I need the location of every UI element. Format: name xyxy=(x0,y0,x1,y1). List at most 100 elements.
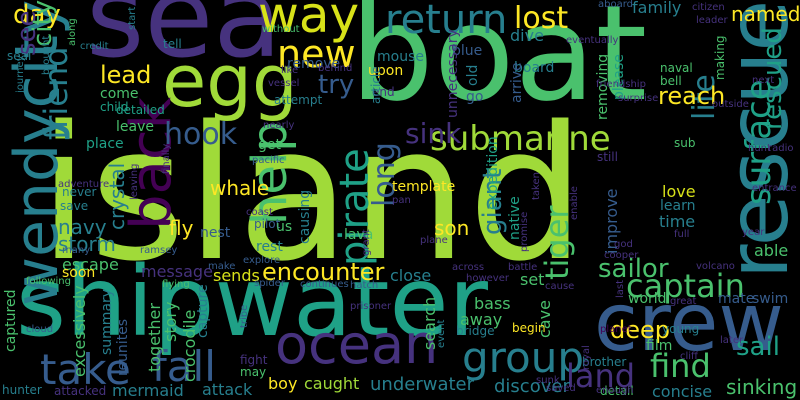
cloud-word: love xyxy=(662,182,696,201)
cloud-word: bass xyxy=(474,294,511,313)
cloud-word: away xyxy=(460,310,503,329)
cloud-word: make xyxy=(208,261,236,272)
cloud-word: adventure xyxy=(58,179,110,190)
cloud-word: upon xyxy=(368,63,404,79)
cloud-word: able xyxy=(754,241,789,260)
cloud-word: old xyxy=(465,64,481,86)
cloud-word: naval xyxy=(660,61,693,75)
cloud-word: year xyxy=(742,227,765,238)
cloud-word: nest xyxy=(200,225,231,241)
cloud-word: remove xyxy=(287,56,341,72)
cloud-word: along xyxy=(67,18,78,46)
cloud-word: royal xyxy=(581,345,592,370)
cloud-word: like xyxy=(281,65,299,76)
cloud-word: template xyxy=(392,179,456,195)
cloud-word: volcano xyxy=(696,261,735,272)
cloud-word: bridge xyxy=(456,324,495,338)
cloud-word: reach xyxy=(658,82,726,110)
cloud-word: many xyxy=(62,245,91,256)
cloud-word: child xyxy=(100,100,129,114)
cloud-word: lead xyxy=(100,61,152,89)
cloud-word: story xyxy=(161,301,180,342)
cloud-word: mermaid xyxy=(112,381,184,400)
cloud-word: hunt xyxy=(748,143,771,154)
cloud-word: later xyxy=(720,335,744,346)
cloud-word: brother xyxy=(582,355,627,369)
cloud-word: radio xyxy=(768,143,794,154)
cloud-word: place xyxy=(86,136,124,152)
cloud-word: behind xyxy=(318,63,353,74)
cloud-word: start xyxy=(127,6,138,30)
cloud-word: aboard xyxy=(598,0,634,10)
cloud-word: son xyxy=(434,216,470,240)
cloud-word: island xyxy=(38,86,586,302)
cloud-word: citizen xyxy=(692,2,725,13)
cloud-word: attacked xyxy=(54,384,107,398)
cloud-word: pilot xyxy=(254,217,281,231)
cloud-word: set xyxy=(520,270,545,289)
cloud-word: finally xyxy=(161,143,172,174)
cloud-word: arrive xyxy=(509,62,525,103)
cloud-word: reunites xyxy=(115,318,131,376)
cloud-word: full xyxy=(674,229,690,240)
cloud-word: sail xyxy=(736,332,780,362)
cloud-word: eventually xyxy=(566,35,619,46)
cloud-word: article xyxy=(369,66,383,104)
cloud-word: sub xyxy=(674,136,696,150)
cloud-word: across xyxy=(452,262,485,273)
cloud-word: bell xyxy=(660,74,682,88)
cloud-word: encounter xyxy=(262,258,385,286)
cloud-word: making xyxy=(713,35,727,80)
cloud-word: taken xyxy=(531,172,542,200)
cloud-word: sunk xyxy=(536,375,560,386)
cloud-word: leave xyxy=(116,119,154,135)
cloud-word: journey xyxy=(15,55,26,93)
cloud-word: next xyxy=(752,75,775,86)
cloud-word: crystal xyxy=(105,162,129,230)
cloud-word: still xyxy=(597,150,618,164)
cloud-word: storm xyxy=(58,232,116,256)
cloud-word: message xyxy=(141,262,213,281)
cloud-word: expedition xyxy=(485,136,501,210)
cloud-word: god xyxy=(614,239,633,250)
cloud-word: grant xyxy=(361,229,372,256)
cloud-word: time xyxy=(659,212,696,231)
cloud-word: cloud xyxy=(26,324,54,335)
cloud-word: concise xyxy=(652,382,713,400)
cloud-word: coast xyxy=(246,207,273,218)
cloud-word: credit xyxy=(80,41,109,52)
cloud-word: promise xyxy=(519,211,530,252)
cloud-word: group xyxy=(462,333,584,382)
cloud-word: mate xyxy=(718,291,755,307)
cloud-word: event xyxy=(436,319,447,348)
cloud-word: nearly xyxy=(263,120,295,131)
cloud-word: never xyxy=(62,185,97,199)
cloud-word: fall xyxy=(152,342,216,391)
cloud-word: sailor xyxy=(598,254,669,284)
cloud-word: hook xyxy=(164,117,238,152)
cloud-word: prisoner xyxy=(350,301,392,312)
cloud-word: captain xyxy=(626,267,745,305)
cloud-word: tribe xyxy=(239,304,250,328)
cloud-word: pan xyxy=(392,195,411,206)
cloud-word: begin xyxy=(512,321,546,335)
cloud-word: however xyxy=(466,273,509,284)
cloud-word: summary xyxy=(99,288,115,355)
cloud-word: explore xyxy=(243,255,281,266)
cloud-word: fight xyxy=(240,353,268,367)
cloud-word: detailed xyxy=(116,103,165,117)
cloud-word: sea xyxy=(86,0,282,83)
cloud-word: day xyxy=(13,0,61,30)
cloud-word: seal xyxy=(7,49,32,63)
cloud-word: end xyxy=(372,85,395,99)
cloud-word: cliff xyxy=(680,351,698,362)
cloud-word: learn xyxy=(660,198,696,214)
cloud-word: capture xyxy=(195,284,211,338)
cloud-word: spider xyxy=(254,278,285,289)
cloud-word: cause xyxy=(545,281,575,292)
cloud-word: outside xyxy=(712,99,749,110)
cloud-word: following xyxy=(26,276,71,287)
cloud-word: vessel xyxy=(268,78,300,89)
cloud-word: escape xyxy=(62,255,119,274)
